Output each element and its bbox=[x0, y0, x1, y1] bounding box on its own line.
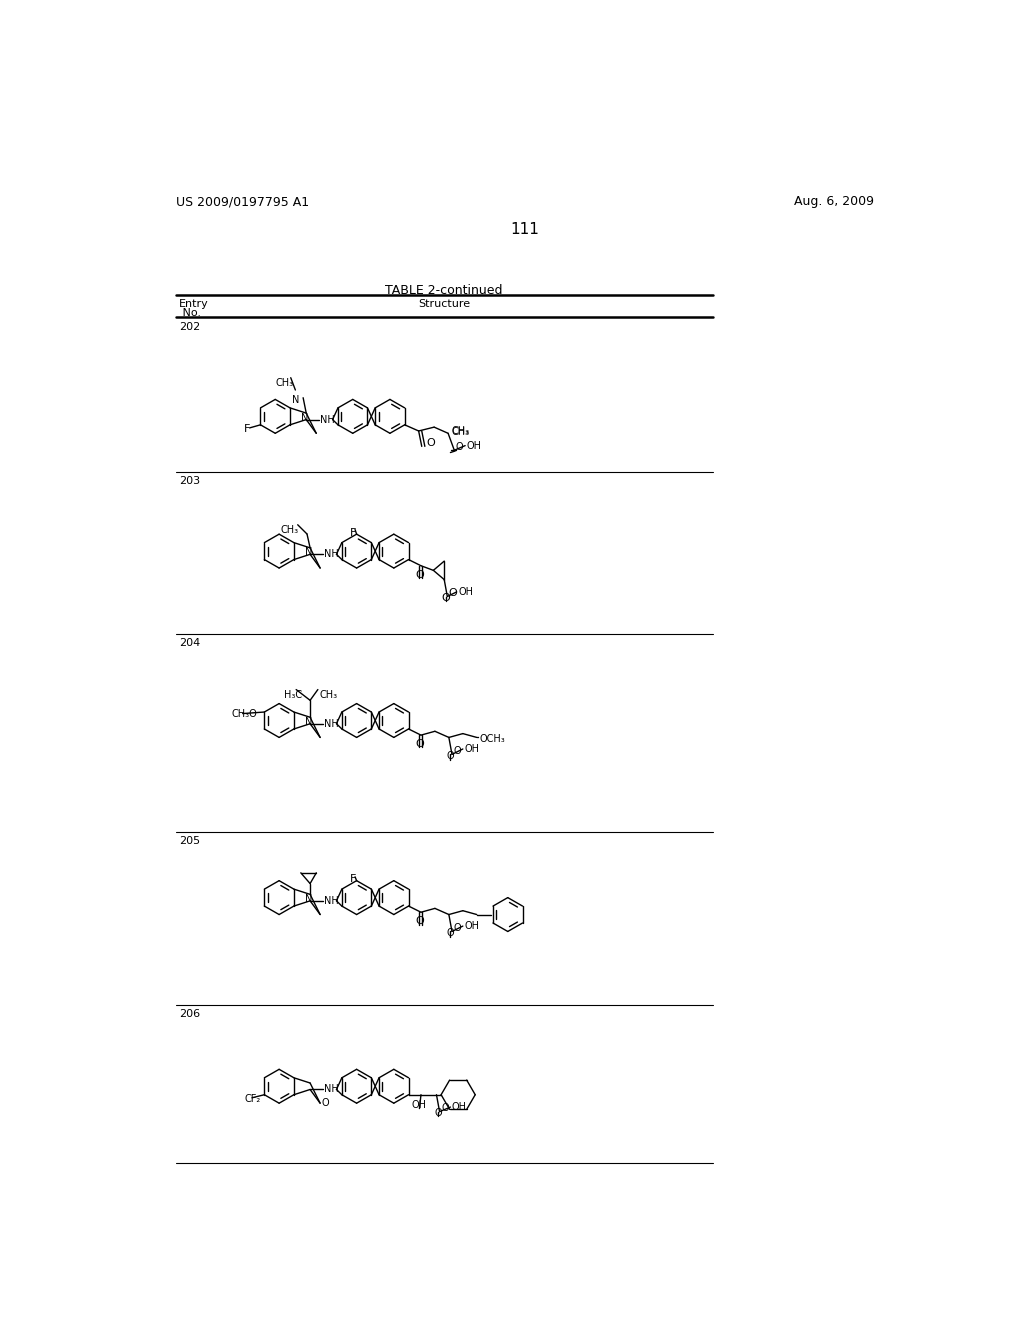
Text: NH: NH bbox=[324, 896, 339, 906]
Text: OCH₃: OCH₃ bbox=[480, 734, 506, 744]
Text: N: N bbox=[301, 413, 308, 422]
Text: OH: OH bbox=[467, 441, 481, 450]
Text: 204: 204 bbox=[179, 638, 201, 648]
Text: N: N bbox=[305, 894, 312, 904]
Text: O: O bbox=[322, 1098, 330, 1109]
Text: O: O bbox=[446, 928, 455, 939]
Text: OH: OH bbox=[464, 744, 479, 754]
Text: OH: OH bbox=[458, 587, 473, 597]
Text: O: O bbox=[456, 442, 464, 451]
Text: CH₃: CH₃ bbox=[319, 689, 338, 700]
Text: N: N bbox=[305, 548, 312, 557]
Text: 203: 203 bbox=[179, 475, 201, 486]
Text: Aug. 6, 2009: Aug. 6, 2009 bbox=[794, 195, 873, 209]
Text: F: F bbox=[350, 528, 356, 539]
Text: N: N bbox=[305, 717, 312, 727]
Text: OH: OH bbox=[412, 1100, 427, 1110]
Text: O: O bbox=[416, 916, 425, 927]
Text: O: O bbox=[441, 1104, 449, 1113]
Text: 206: 206 bbox=[179, 1010, 201, 1019]
Text: CH₃: CH₃ bbox=[452, 426, 469, 437]
Text: TABLE 2-continued: TABLE 2-continued bbox=[385, 284, 503, 297]
Text: O: O bbox=[454, 923, 461, 933]
Text: O: O bbox=[426, 438, 435, 447]
Text: O: O bbox=[446, 751, 455, 762]
Text: OH: OH bbox=[464, 921, 479, 931]
Text: H₃C: H₃C bbox=[284, 689, 302, 700]
Text: NH: NH bbox=[324, 1085, 339, 1094]
Text: Structure: Structure bbox=[418, 298, 470, 309]
Text: OH: OH bbox=[452, 1102, 467, 1111]
Text: O: O bbox=[416, 739, 425, 748]
Text: N: N bbox=[292, 395, 299, 405]
Text: CH₃: CH₃ bbox=[452, 428, 469, 437]
Text: NH: NH bbox=[321, 414, 335, 425]
Text: O: O bbox=[449, 589, 458, 598]
Text: O: O bbox=[416, 570, 425, 579]
Text: CH₃: CH₃ bbox=[275, 378, 294, 388]
Text: 205: 205 bbox=[179, 836, 201, 846]
Text: 111: 111 bbox=[510, 222, 540, 236]
Text: No.: No. bbox=[179, 308, 201, 318]
Text: NH: NH bbox=[324, 718, 339, 729]
Text: O: O bbox=[454, 746, 461, 756]
Text: F: F bbox=[244, 425, 250, 434]
Text: NH: NH bbox=[324, 549, 339, 560]
Text: CH₃: CH₃ bbox=[281, 525, 299, 535]
Text: 202: 202 bbox=[179, 322, 201, 333]
Text: CF₂: CF₂ bbox=[244, 1094, 260, 1105]
Text: Entry: Entry bbox=[179, 300, 209, 309]
Text: US 2009/0197795 A1: US 2009/0197795 A1 bbox=[176, 195, 309, 209]
Text: O: O bbox=[434, 1107, 441, 1118]
Text: F: F bbox=[350, 875, 356, 884]
Text: CH₃O: CH₃O bbox=[231, 709, 258, 718]
Text: O: O bbox=[441, 593, 451, 603]
